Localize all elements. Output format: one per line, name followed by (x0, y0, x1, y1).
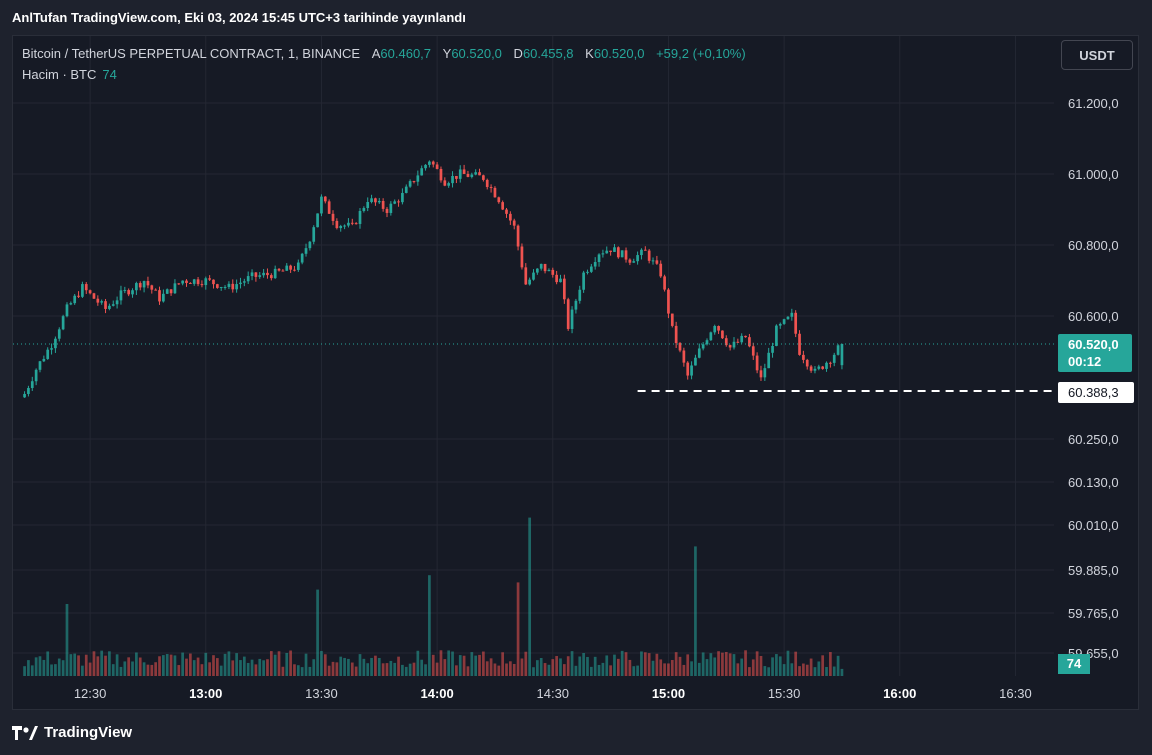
chart-frame[interactable] (12, 35, 1139, 710)
legend-volume: Hacim · BTC 74 (22, 67, 117, 82)
footer-brand: TradingView (44, 724, 133, 741)
high-value: 60.520,0 (451, 46, 502, 61)
open-label: A (371, 46, 381, 61)
change-value: +59,2 (+0,10%) (656, 46, 746, 61)
close-value: 60.520,0 (593, 46, 645, 61)
close-label: K (585, 46, 594, 61)
last-volume-tag: 74 (1058, 654, 1090, 674)
volume-value: 74 (102, 67, 117, 82)
level-price-tag: 60.388,3 (1058, 382, 1134, 403)
bar-countdown: 00:12 (1068, 354, 1102, 369)
high-label: Y (442, 46, 452, 61)
low-label: D (513, 46, 523, 61)
last-price-tag: 60.520,0 00:12 (1058, 334, 1132, 372)
tradingview-logo-icon (12, 725, 38, 740)
volume-label[interactable]: Hacim · BTC (22, 67, 97, 82)
symbol-title[interactable]: Bitcoin / TetherUS PERPETUAL CONTRACT, 1… (22, 46, 361, 61)
last-price-value: 60.520,0 (1068, 337, 1119, 352)
low-value: 60.455,8 (522, 46, 574, 61)
legend-main: Bitcoin / TetherUS PERPETUAL CONTRACT, 1… (22, 46, 746, 61)
tradingview-logo[interactable]: TradingView (12, 724, 132, 741)
currency-button[interactable]: USDT (1061, 40, 1133, 70)
publish-info: AnlTufan TradingView.com, Eki 03, 2024 1… (12, 10, 466, 25)
open-value: 60.460,7 (380, 46, 432, 61)
